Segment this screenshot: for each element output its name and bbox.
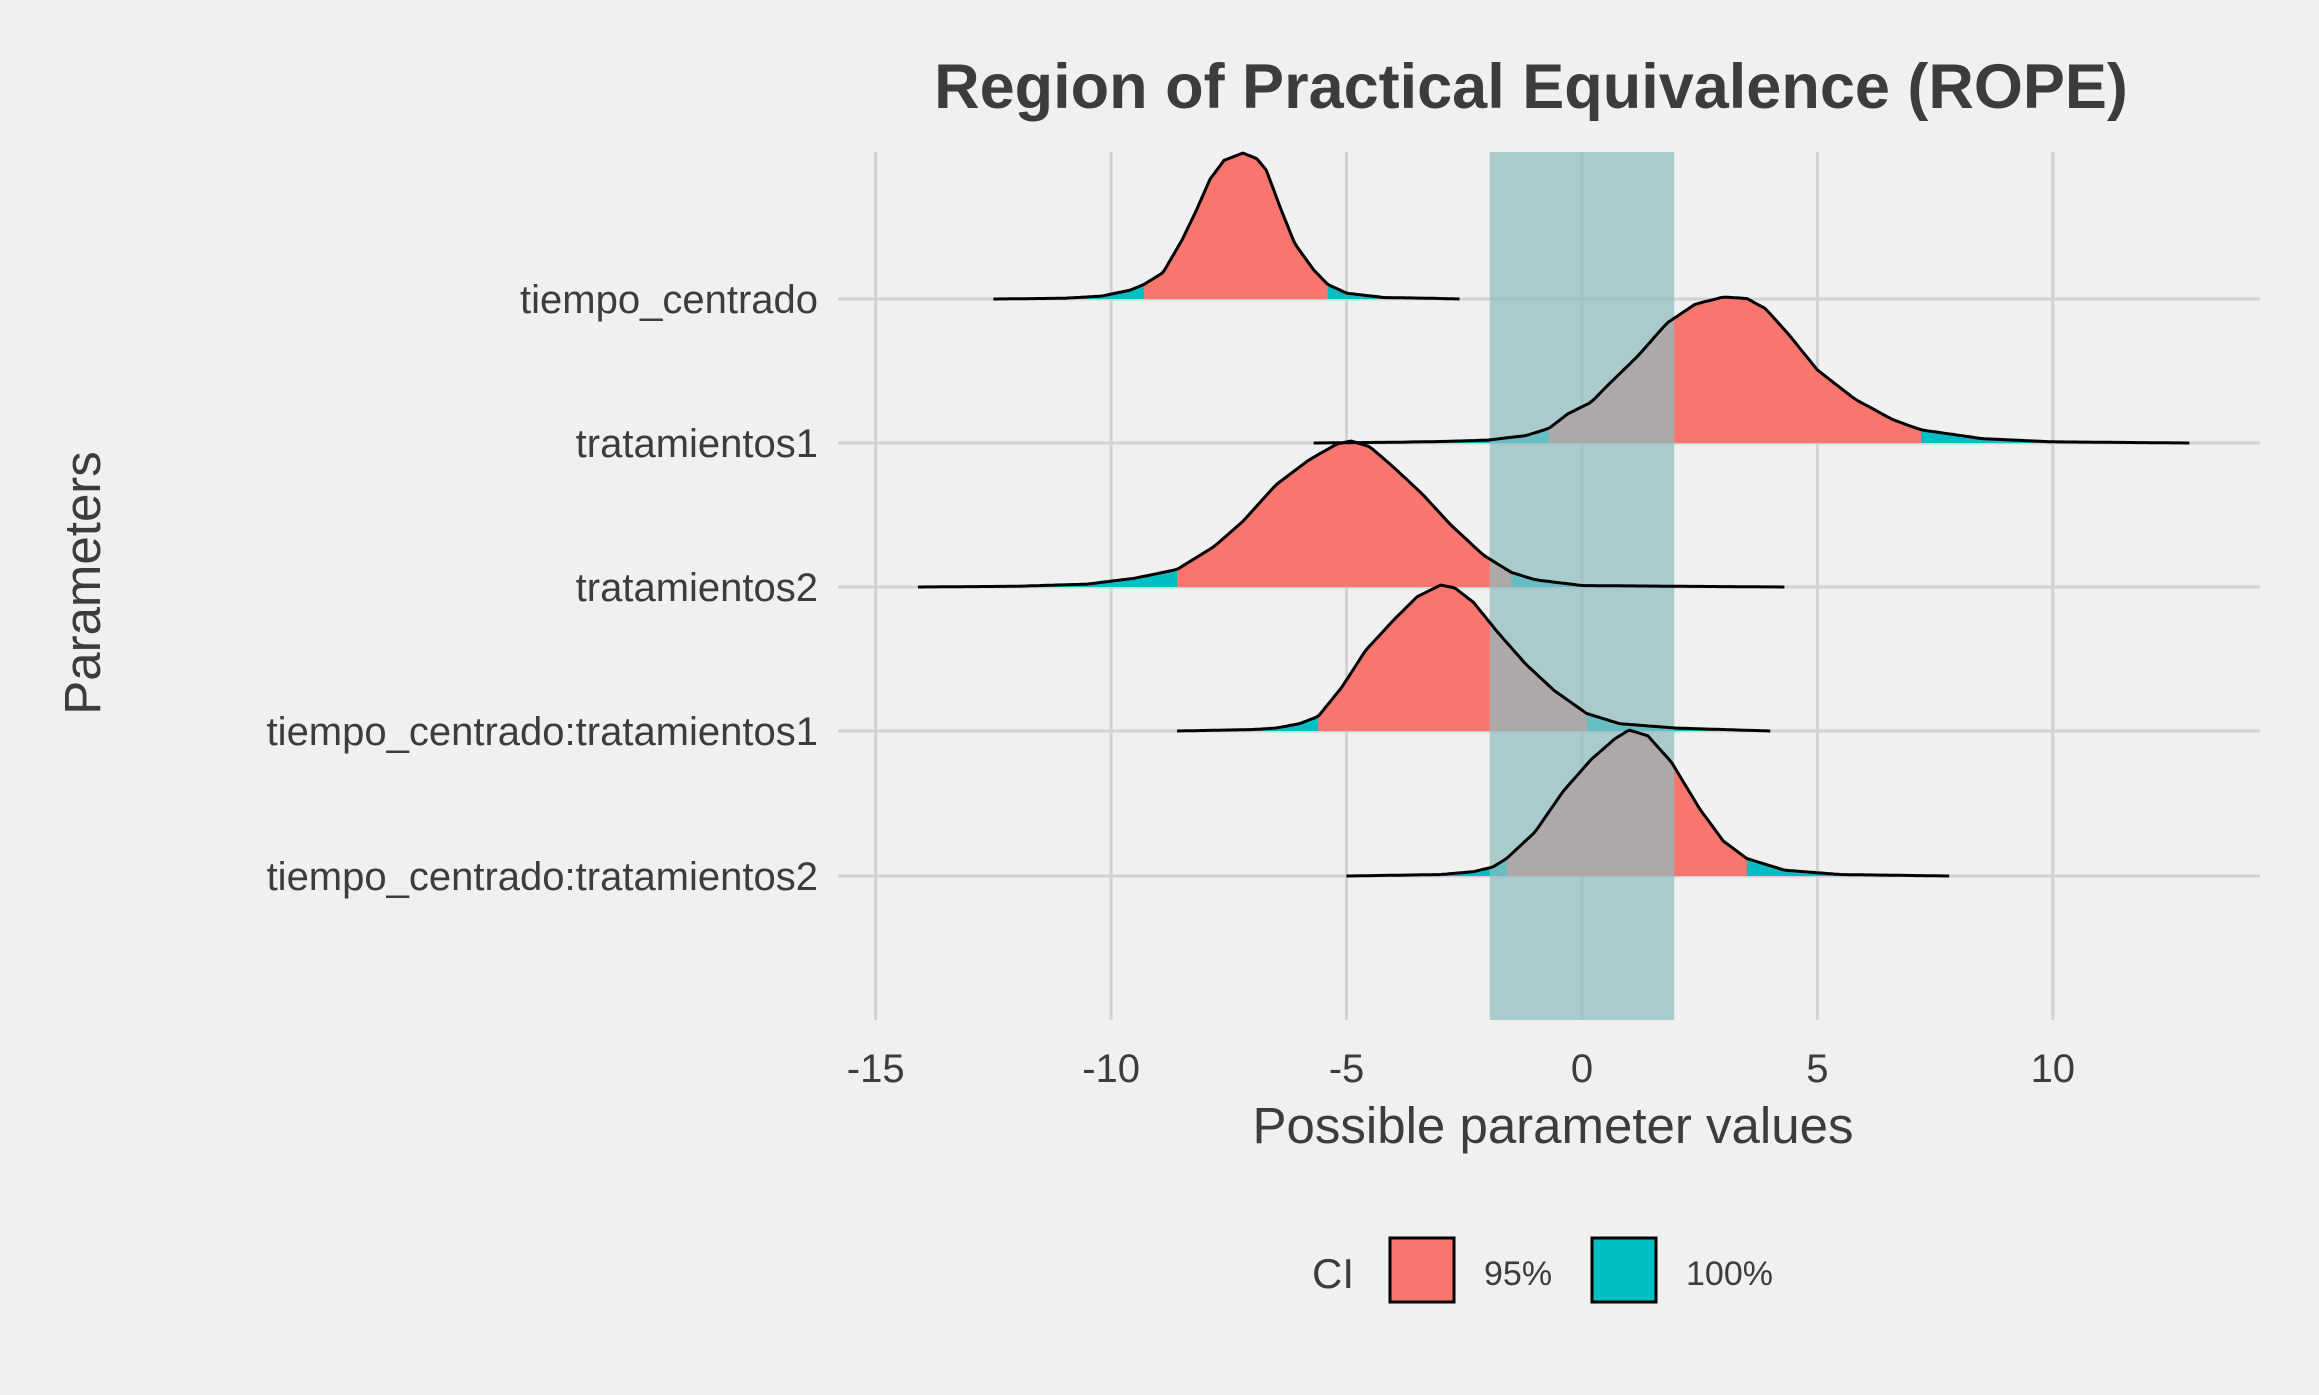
chart-title: Region of Practical Equivalence (ROPE) (934, 52, 2128, 122)
y-tick-label: tratamientos1 (576, 422, 818, 466)
density-outline-tiempo_centrado:tratamientos1 (1176, 583, 1771, 733)
density-outline-tratamientos2 (918, 439, 1785, 589)
x-tick-label: 0 (1571, 1047, 1593, 1091)
legend: CI 95% 100% (1312, 1236, 1773, 1304)
x-tick-label: -10 (1082, 1047, 1140, 1091)
density-ci95-tiempo_centrado (1144, 153, 1328, 299)
y-axis-label: Parameters (54, 451, 111, 715)
density-outline-tratamientos1 (1313, 295, 2190, 445)
density-ci95-tratamientos2 (1177, 441, 1512, 587)
x-tick-labels: -15 -10 -5 0 5 10 (847, 1047, 2075, 1091)
y-tick-label: tratamientos2 (576, 566, 818, 610)
legend-label-95: 95% (1484, 1255, 1552, 1293)
x-tick-label: 5 (1806, 1047, 1828, 1091)
y-tick-labels: tiempo_centrado tratamientos1 tratamientos… (267, 278, 818, 899)
y-tick-label: tiempo_centrado:tratamientos1 (267, 710, 818, 754)
y-tick-label: tiempo_centrado:tratamientos2 (267, 855, 818, 899)
density-outlines (918, 151, 2190, 878)
legend-label-100: 100% (1686, 1255, 1773, 1293)
legend-swatch-100 (1590, 1236, 1658, 1304)
x-tick-label: 10 (2031, 1047, 2076, 1091)
density-outline-tiempo_centrado:tratamientos2 (1346, 728, 1950, 878)
x-tick-label: -15 (847, 1047, 905, 1091)
x-tick-label: -5 (1329, 1047, 1365, 1091)
x-axis-label: Possible parameter values (1253, 1097, 1854, 1154)
legend-title: CI (1312, 1250, 1354, 1297)
legend-swatch-95 (1388, 1236, 1456, 1304)
density-outline-tiempo_centrado (993, 151, 1460, 301)
y-tick-label: tiempo_centrado (520, 278, 818, 322)
